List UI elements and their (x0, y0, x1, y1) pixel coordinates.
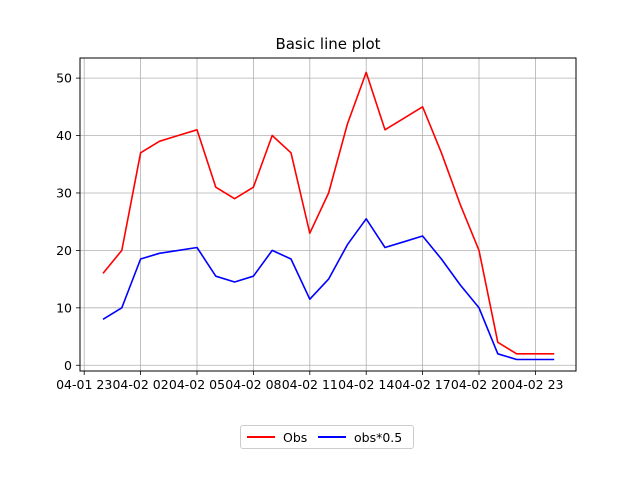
x-tick-label: 04-02 14 (338, 377, 394, 392)
legend: Obs obs*0.5 (240, 425, 414, 449)
x-tick-label: 04-02 20 (451, 377, 507, 392)
legend-label-obs-half: obs*0.5 (354, 429, 403, 445)
x-tick-label: 04-02 08 (225, 377, 281, 392)
legend-swatch-obs-half (318, 436, 346, 438)
x-tick-label: 04-01 23 (56, 377, 112, 392)
legend-swatch-obs (247, 436, 275, 438)
y-tick-label: 50 (56, 71, 72, 86)
legend-label-obs: Obs (283, 429, 308, 445)
y-tick-label: 10 (56, 300, 72, 315)
x-tick-label: 04-02 17 (394, 377, 450, 392)
axis-ticks: 04-01 23 04-02 02 04-02 05 04-02 08 04-02 11… (56, 71, 563, 392)
grid (80, 58, 576, 371)
plot-frame (79, 57, 577, 372)
legend-item-obs-half: obs*0.5 (318, 426, 402, 448)
y-tick-label: 40 (56, 128, 72, 143)
series-lines (102, 71, 555, 361)
x-tick-label: 04-02 05 (169, 377, 225, 392)
series-line-obs-half (102, 218, 555, 361)
chart-title: Basic line plot (275, 35, 380, 53)
x-tick-label: 04-02 11 (282, 377, 338, 392)
y-tick-label: 30 (56, 185, 72, 200)
series-line-obs (102, 71, 555, 355)
y-tick-label: 20 (56, 243, 72, 258)
x-tick-label: 04-02 23 (507, 377, 563, 392)
y-tick-label: 0 (64, 358, 72, 373)
x-tick-label: 04-02 02 (112, 377, 168, 392)
legend-item-obs: Obs (247, 426, 307, 448)
